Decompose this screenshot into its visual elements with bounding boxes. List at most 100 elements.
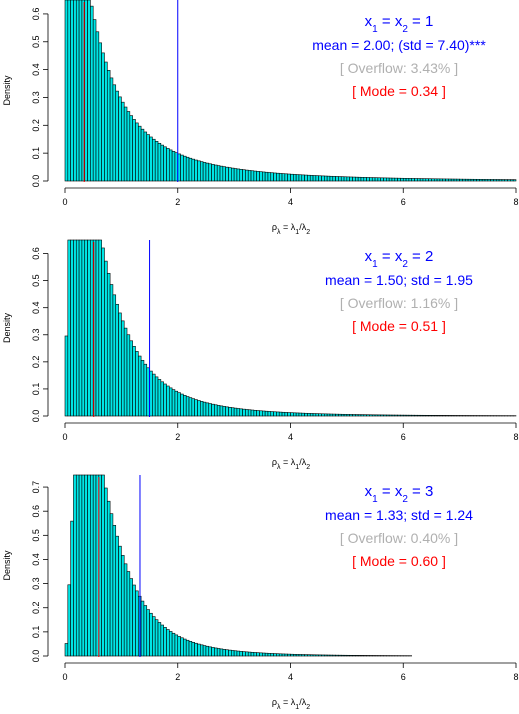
histogram-bar xyxy=(305,655,308,656)
histogram-bar xyxy=(344,177,347,181)
histogram-bar xyxy=(499,180,502,181)
histogram-bar xyxy=(307,413,310,416)
histogram-bar xyxy=(257,171,260,181)
histogram-bar xyxy=(293,654,296,656)
histogram-bar xyxy=(268,411,271,416)
histogram-bar xyxy=(186,640,189,656)
histogram-bar xyxy=(178,636,181,656)
histogram-bar xyxy=(197,401,200,416)
bars xyxy=(65,0,516,181)
histogram-bar xyxy=(220,166,223,181)
histogram-bar xyxy=(361,415,364,416)
histogram-bar xyxy=(133,119,136,181)
histogram-bar xyxy=(338,655,341,656)
histogram-bar xyxy=(214,405,217,416)
y-tick-label: 0.2 xyxy=(31,119,41,132)
histogram-bar xyxy=(152,139,155,181)
histogram-bar xyxy=(347,655,350,656)
histogram-bar xyxy=(322,176,325,181)
histogram-bar xyxy=(268,653,271,656)
x-tick-label: 2 xyxy=(175,432,180,442)
histogram-bar xyxy=(85,475,88,656)
histogram-bar xyxy=(446,415,449,416)
histogram-bar xyxy=(262,172,265,181)
mean-std-annotation: mean = 1.50; std = 1.95 xyxy=(325,272,473,288)
histogram-bar xyxy=(361,177,364,181)
histogram-bar xyxy=(420,415,423,416)
histogram-bar xyxy=(228,168,231,181)
histogram-bar xyxy=(381,415,384,416)
histogram-bar xyxy=(257,653,260,656)
histogram-bar xyxy=(279,412,282,416)
histogram-bar xyxy=(488,179,491,181)
x-tick-label: 8 xyxy=(513,672,518,682)
histogram-bar xyxy=(302,175,305,181)
histogram-bar xyxy=(150,613,153,656)
histogram-bar xyxy=(324,414,327,416)
histogram-bar xyxy=(437,415,440,416)
histogram-bar xyxy=(322,655,325,656)
histogram-bar xyxy=(274,173,277,181)
histogram-bar xyxy=(313,655,316,656)
overflow-annotation: [ Overflow: 1.16% ] xyxy=(340,295,458,311)
histogram-bar xyxy=(265,653,268,656)
histogram-bar xyxy=(299,413,302,416)
x-axis-label: ρλ = λ1/λ2 xyxy=(272,222,310,236)
histogram-bar xyxy=(350,655,353,656)
histogram-bar xyxy=(217,166,220,181)
histogram-bar xyxy=(288,174,291,181)
histogram-bar xyxy=(119,97,122,181)
histogram-bar xyxy=(338,177,341,181)
histogram-bar xyxy=(364,655,367,656)
histogram-bar xyxy=(274,654,277,656)
histogram-bar xyxy=(327,655,330,656)
histogram-bar xyxy=(172,151,175,181)
histogram-bar xyxy=(353,414,356,416)
histogram-bar xyxy=(124,564,127,656)
histogram-bar xyxy=(420,179,423,181)
histogram-bar xyxy=(471,179,474,181)
histogram-bar xyxy=(141,129,144,181)
histogram-bar xyxy=(474,179,477,181)
histogram-bar xyxy=(183,639,186,656)
histogram-bar xyxy=(209,164,212,181)
histogram-bar xyxy=(155,620,158,656)
histogram-bar xyxy=(214,648,217,656)
histogram-bar xyxy=(355,415,358,416)
histogram-bar xyxy=(240,651,243,656)
histogram-bar xyxy=(73,240,76,416)
histogram-bar xyxy=(240,169,243,181)
histogram-bar xyxy=(384,415,387,416)
histogram-bar xyxy=(228,407,231,416)
histogram-bar xyxy=(76,0,79,181)
histogram-bar xyxy=(226,650,229,656)
histogram-bar xyxy=(73,0,76,181)
histogram-bar xyxy=(141,601,144,656)
histogram-bar xyxy=(296,413,299,416)
y-tick-label: 0.4 xyxy=(31,63,41,76)
histogram-bar xyxy=(431,415,434,416)
y-tick-label: 0.7 xyxy=(31,481,41,494)
histogram-bar xyxy=(358,655,361,656)
histogram-bar xyxy=(319,655,322,656)
histogram-bar xyxy=(217,405,220,416)
histogram-bar xyxy=(265,172,268,181)
histogram-bar xyxy=(468,179,471,181)
y-tick-label: 0.0 xyxy=(31,650,41,663)
mean-std-annotation: mean = 2.00; (std = 7.40)*** xyxy=(312,37,486,53)
histogram-bar xyxy=(400,415,403,416)
histogram-bar xyxy=(367,177,370,181)
mean-std-annotation: mean = 1.33; std = 1.24 xyxy=(325,507,473,523)
histogram-bar xyxy=(164,627,167,656)
histogram-bar xyxy=(197,644,200,656)
histogram-bar xyxy=(389,178,392,181)
histogram-bar xyxy=(375,178,378,181)
histogram-bar xyxy=(409,415,412,416)
histogram-bar xyxy=(158,622,161,656)
histogram-bar xyxy=(243,170,246,181)
histogram-bar xyxy=(392,415,395,416)
histogram-bar xyxy=(369,178,372,181)
histogram-bar xyxy=(403,415,406,416)
histogram-bar xyxy=(175,635,178,656)
histogram-bar xyxy=(195,160,198,181)
